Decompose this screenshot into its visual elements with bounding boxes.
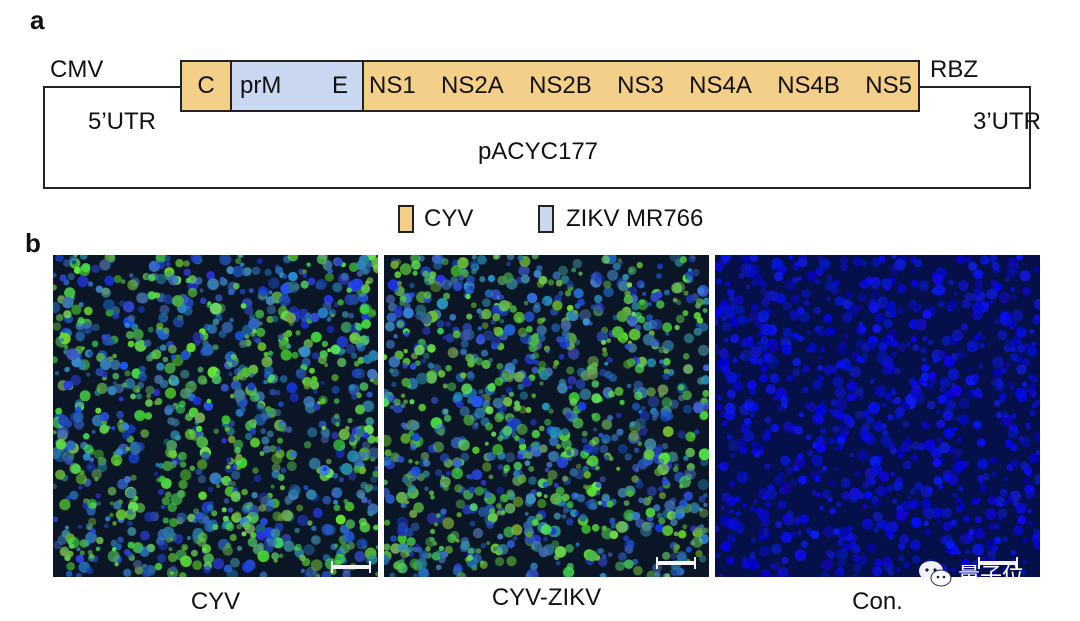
ns5-label: NS5 [865, 72, 912, 99]
watermark-text: 量子位 [958, 564, 1025, 589]
rbz-label: RBZ [930, 56, 978, 83]
legend-label-cyv: CYV [424, 205, 474, 232]
legend-swatch-cyv [398, 205, 414, 233]
utr3-label: 3’UTR [973, 108, 1042, 135]
scale-bar-1 [331, 561, 371, 573]
ns2a-label: NS2A [441, 72, 504, 99]
caption-control: Con. [852, 588, 903, 615]
panel-b-letter: b [25, 228, 41, 258]
segment-ns: NS1 NS2A NS2B NS3 NS4A NS4B NS5 [362, 60, 920, 112]
segment-prm-e: prM E [230, 60, 364, 112]
micrograph-cyv [53, 255, 378, 577]
vector-label: pACYC177 [477, 138, 599, 165]
micrograph-control-image [715, 255, 1040, 577]
wechat-icon [919, 561, 952, 587]
caption-cyv-zikv: CYV-ZIKV [491, 584, 602, 611]
ns1-label: NS1 [369, 72, 416, 99]
legend-swatch-zikv [538, 205, 554, 233]
scale-bar-3 [978, 557, 1018, 569]
micrograph-cyv-zikv [384, 255, 709, 577]
utr5-label: 5’UTR [88, 108, 157, 135]
micrograph-cyv-image [53, 255, 378, 577]
watermark: 量子位 [918, 558, 1038, 590]
segment-prm-label: prM [240, 72, 282, 99]
ns4a-label: NS4A [689, 72, 752, 99]
scale-bar-2 [656, 557, 696, 569]
legend-label-zikv: ZIKV MR766 [566, 205, 704, 232]
caption-cyv: CYV [190, 588, 241, 615]
segment-e-label: E [331, 72, 348, 99]
ns2b-label: NS2B [529, 72, 592, 99]
segment-c: C [180, 60, 232, 112]
ns3-label: NS3 [617, 72, 664, 99]
cmv-label: CMV [50, 56, 104, 83]
micrograph-control [715, 255, 1040, 577]
panel-a-letter: a [30, 5, 45, 35]
micrograph-cyv-zikv-image [384, 255, 709, 577]
ns4b-label: NS4B [777, 72, 840, 99]
